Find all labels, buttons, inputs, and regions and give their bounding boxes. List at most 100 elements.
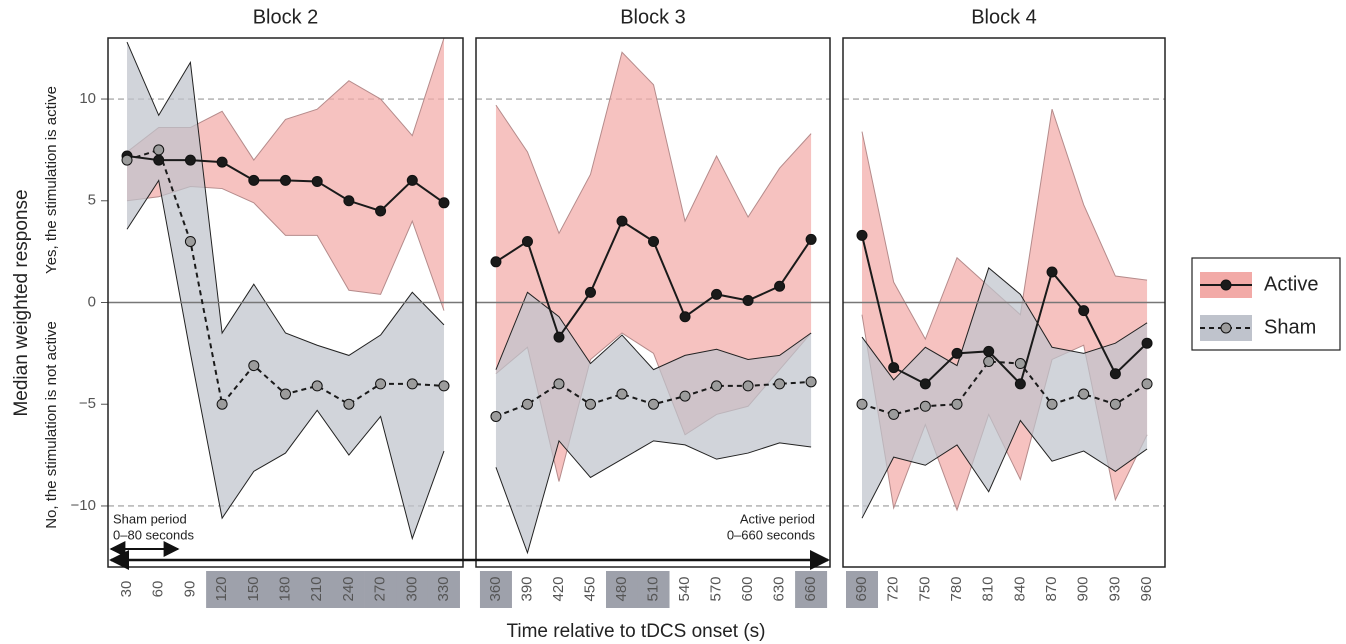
data-point bbox=[311, 380, 323, 392]
tick-highlight bbox=[795, 571, 828, 608]
data-point bbox=[375, 378, 387, 390]
data-point bbox=[521, 398, 533, 410]
x-axis-label: Time relative to tDCS onset (s) bbox=[506, 621, 765, 642]
data-point bbox=[983, 356, 995, 368]
x-tick-label: 930 bbox=[1106, 576, 1123, 601]
panel-title: Block 4 bbox=[971, 6, 1037, 28]
y-tick-label: 5 bbox=[88, 192, 96, 209]
data-point bbox=[648, 235, 660, 247]
legend: Active Sham bbox=[1191, 257, 1341, 351]
series-line bbox=[861, 235, 1148, 386]
x-tick-label: 630 bbox=[771, 576, 788, 601]
data-point bbox=[616, 388, 628, 400]
legend-label: Sham bbox=[1264, 316, 1316, 338]
data-point bbox=[490, 256, 502, 268]
data-point bbox=[711, 288, 723, 300]
panel: Block 3 360 390 420 450 480 510 540 570 600 630 660 bbox=[475, 6, 831, 608]
data-point bbox=[1014, 378, 1026, 390]
data-point bbox=[343, 195, 355, 207]
y-tick-label: 10 bbox=[79, 90, 96, 107]
x-tick-label: 90 bbox=[181, 581, 198, 598]
x-tick-label: 870 bbox=[1043, 576, 1060, 601]
x-tick-label: 240 bbox=[340, 576, 357, 601]
data-point bbox=[742, 294, 754, 306]
data-point bbox=[153, 144, 165, 156]
x-tick-label: 720 bbox=[885, 576, 902, 601]
data-point bbox=[438, 380, 450, 392]
x-tick-label: 420 bbox=[550, 576, 567, 601]
data-point bbox=[521, 235, 533, 247]
tick-highlight bbox=[637, 571, 670, 608]
x-tick-label: 180 bbox=[276, 576, 293, 601]
data-point bbox=[648, 398, 660, 410]
confidence-band bbox=[127, 42, 444, 539]
x-tick-label: 540 bbox=[676, 576, 693, 601]
y-tick-label: 0 bbox=[88, 293, 96, 310]
tick-highlight bbox=[206, 571, 239, 608]
legend-marker bbox=[1220, 279, 1232, 291]
y-tick-label: −5 bbox=[79, 395, 96, 412]
x-tick-label: 330 bbox=[435, 576, 452, 601]
legend-label: Active bbox=[1264, 273, 1318, 295]
x-tick-label: 30 bbox=[118, 581, 135, 598]
tick-highlight bbox=[479, 571, 512, 608]
x-tick-label: 120 bbox=[213, 576, 230, 601]
panel: Block 4 690 720 750 780 810 840 870 900 930 960 bbox=[842, 6, 1166, 608]
panel-title: Block 2 bbox=[253, 6, 319, 28]
data-point bbox=[1141, 378, 1153, 390]
data-point bbox=[311, 175, 323, 187]
data-point bbox=[1046, 398, 1058, 410]
data-point bbox=[888, 362, 900, 374]
x-tick-label: 840 bbox=[1011, 576, 1028, 601]
tick-highlight bbox=[301, 571, 334, 608]
data-point bbox=[184, 154, 196, 166]
data-point bbox=[1078, 388, 1090, 400]
data-point bbox=[490, 410, 502, 422]
data-point bbox=[742, 380, 754, 392]
data-point bbox=[951, 398, 963, 410]
x-tick-label: 780 bbox=[948, 576, 965, 601]
data-point bbox=[1109, 368, 1121, 380]
tick-highlight bbox=[364, 571, 397, 608]
data-point bbox=[679, 390, 691, 402]
data-point bbox=[1046, 266, 1058, 278]
band-lower-edge bbox=[861, 419, 1148, 519]
x-tick-label: 900 bbox=[1075, 576, 1092, 601]
x-tick-label: 360 bbox=[487, 576, 504, 601]
y-axis-sublabel: Yes, the stimulation is active bbox=[43, 86, 60, 274]
x-tick-label: 390 bbox=[518, 576, 535, 601]
data-point bbox=[919, 378, 931, 390]
tick-highlight bbox=[332, 571, 365, 608]
data-point bbox=[280, 174, 291, 186]
data-point bbox=[1109, 398, 1121, 410]
series-line bbox=[861, 360, 1148, 416]
data-point bbox=[584, 398, 596, 410]
data-point bbox=[805, 233, 817, 245]
panel-title: Block 3 bbox=[620, 6, 686, 28]
data-point bbox=[584, 286, 596, 298]
x-tick-label: 510 bbox=[644, 576, 661, 601]
band-upper-edge bbox=[495, 51, 812, 235]
x-tick-label: 450 bbox=[581, 576, 598, 601]
data-point bbox=[856, 229, 868, 241]
y-axis-sublabel: No, the stimulation is not active bbox=[43, 321, 60, 529]
data-point bbox=[774, 280, 786, 292]
x-tick-label: 600 bbox=[739, 576, 756, 601]
band-upper-edge bbox=[495, 291, 812, 371]
data-point bbox=[248, 360, 260, 372]
data-point bbox=[438, 197, 450, 209]
data-point bbox=[805, 376, 817, 388]
data-point bbox=[121, 154, 133, 166]
tick-highlight bbox=[269, 571, 302, 608]
data-point bbox=[1141, 337, 1153, 349]
x-tick-label: 810 bbox=[980, 576, 997, 601]
data-point bbox=[919, 400, 931, 412]
data-point bbox=[406, 378, 418, 390]
x-tick-label: 480 bbox=[613, 576, 630, 601]
x-tick-label: 60 bbox=[150, 581, 167, 598]
data-point bbox=[406, 174, 418, 186]
tick-highlight bbox=[237, 571, 270, 608]
legend-marker bbox=[1220, 322, 1232, 334]
annotation: 0–660 seconds bbox=[727, 527, 816, 542]
